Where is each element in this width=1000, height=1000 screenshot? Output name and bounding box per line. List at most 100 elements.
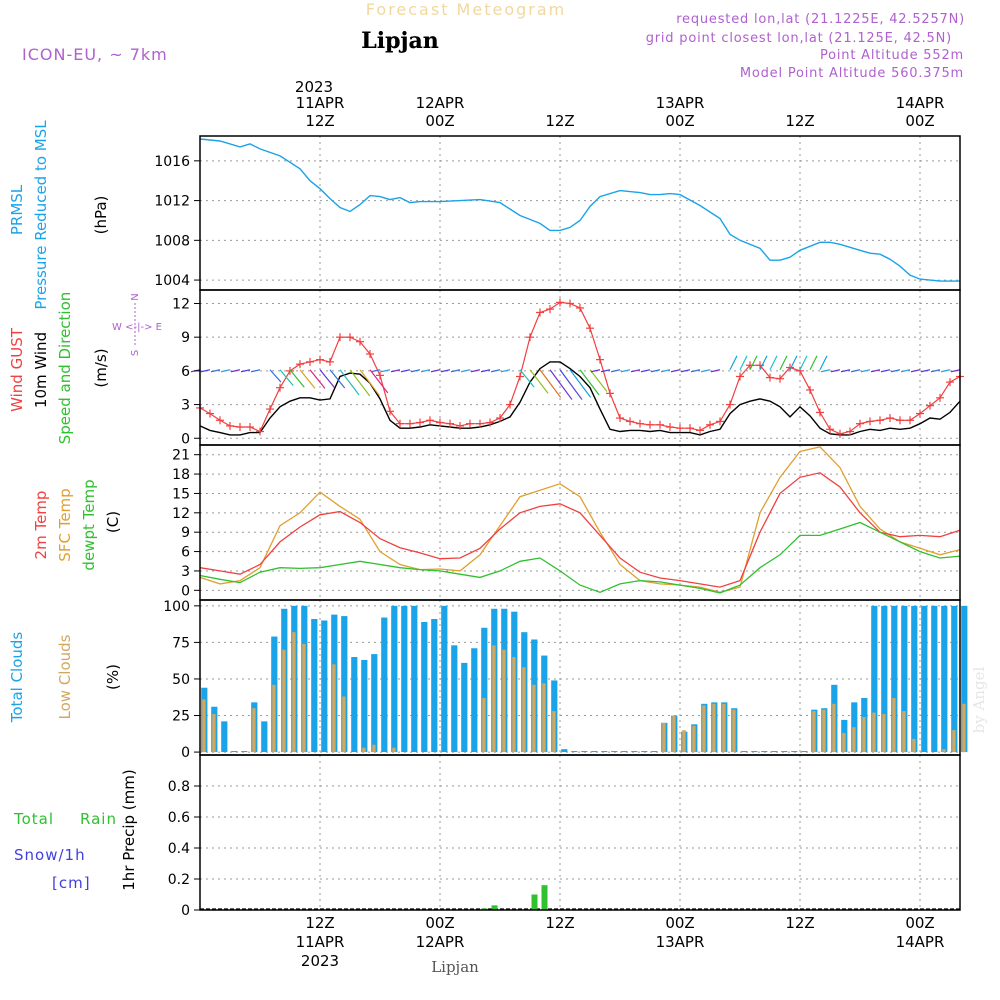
- wind-direction-arrow: [820, 369, 831, 373]
- wind-direction-arrow: [559, 369, 583, 400]
- wind-direction-arrow: [830, 369, 841, 373]
- clouds-y-tick-label: 0: [181, 745, 190, 761]
- total-cloud-bar: [241, 751, 248, 753]
- rain-bar: [481, 908, 488, 910]
- wind-direction-arrow: [349, 369, 371, 397]
- wind-direction-arrow: [680, 369, 691, 373]
- temperature-panel-frame: [199, 444, 961, 601]
- total-cloud-bar: [481, 627, 488, 753]
- total-cloud-bar: [381, 617, 388, 753]
- wind-direction-arrow: [359, 369, 381, 397]
- top-date-label: 13APR: [656, 94, 705, 112]
- total-cloud-bar: [771, 751, 778, 753]
- precip-y-tick-label: 0.8: [168, 779, 190, 795]
- wind-gust-label: Wind GUST: [8, 327, 26, 412]
- point-altitude: Point Altitude 552m: [820, 48, 964, 63]
- wind-direction-arrow: [410, 369, 421, 373]
- total-cloud-bar: [561, 749, 568, 753]
- total-cloud-bar: [871, 605, 878, 753]
- wind-direction-arrow: [370, 369, 381, 373]
- low-cloud-bar: [522, 667, 526, 753]
- wind-direction-arrow: [420, 369, 431, 373]
- low-cloud-bar: [532, 684, 536, 753]
- wind-direction-arrow: [210, 369, 221, 373]
- wind-direction-arrow: [200, 369, 211, 373]
- total-cloud-bar: [391, 605, 398, 753]
- wind-y-tick-label: 6: [181, 364, 190, 380]
- low-cloud-bar: [902, 711, 906, 753]
- wind-direction-arrow: [289, 369, 305, 388]
- top-date-label: 11APR: [296, 94, 345, 112]
- wind-direction-arrow: [430, 369, 441, 373]
- total-cloud-bar: [631, 751, 638, 753]
- wind-direction-arrow: [769, 355, 778, 371]
- pressure-y-tick-label: 1008: [154, 233, 190, 249]
- temperature-y-tick-label: 18: [172, 467, 190, 483]
- temperature-y-tick-label: 21: [172, 448, 190, 464]
- low-cloud-bar: [542, 683, 546, 753]
- temperature-y-tick-label: 0: [181, 583, 190, 599]
- total-cloud-bar: [611, 751, 618, 753]
- watermark: by Angel: [970, 666, 988, 733]
- wind-direction-arrow: [749, 355, 758, 371]
- plot-marks: [190, 138, 968, 910]
- total-cloud-bar: [231, 751, 238, 753]
- wind-direction-arrow: [890, 369, 901, 373]
- wind-direction-arrow: [759, 355, 768, 371]
- total-cloud-bar: [951, 605, 958, 753]
- temperature-y-tick-label: 3: [181, 564, 190, 580]
- wind-panel-frame: [199, 289, 961, 446]
- wind-direction-arrow: [490, 369, 501, 373]
- wind-y-tick-label: 0: [181, 431, 190, 447]
- wind-speed-line: [199, 361, 961, 436]
- wind-direction-arrow: [339, 369, 360, 396]
- wind-direction-arrow: [910, 369, 921, 373]
- wind-direction-arrow: [590, 369, 601, 373]
- precip-panel-frame: [199, 754, 961, 911]
- low-cloud-bar: [552, 711, 556, 753]
- low-cloud-bar: [952, 730, 956, 753]
- pressure-panel-frame: [199, 135, 961, 291]
- low-cloud-bar: [492, 645, 496, 753]
- pressure-line: [199, 138, 960, 282]
- grid-point-coords: grid point closest lon,lat (21.125E, 42.…: [646, 31, 952, 46]
- clouds-y-tick-label: 100: [163, 599, 190, 615]
- total-cloud-bar: [371, 654, 378, 753]
- wind-direction-arrow: [400, 369, 411, 373]
- precip-rain-label: Rain: [80, 810, 117, 828]
- t2m-label: 2m Temp: [32, 491, 50, 560]
- wind-direction-arrow: [779, 355, 788, 371]
- top-hour-label: 12Z: [545, 112, 574, 130]
- dewpt-line: [199, 521, 961, 594]
- sfc-temp-label: SFC Temp: [56, 488, 74, 561]
- total-cloud-bar: [881, 605, 888, 753]
- total-cloud-bar: [461, 662, 468, 753]
- total-cloud-bar: [591, 751, 598, 753]
- total-cloud-bar: [321, 620, 328, 753]
- low-cloud-bar: [942, 749, 946, 753]
- low-cloud-bar: [822, 709, 826, 753]
- clouds-y-tick-label: 50: [172, 672, 190, 688]
- low-cloud-bar: [292, 632, 296, 753]
- wind-direction-arrow: [220, 369, 231, 373]
- total-cloud-bar: [641, 751, 648, 753]
- compass-n: N: [130, 293, 141, 300]
- wind-y-tick-label: 12: [172, 296, 190, 312]
- pressure-reduced-label: Pressure Reduced to MSL: [32, 120, 50, 310]
- wind-direction-arrow: [880, 369, 891, 373]
- precip-snow-label: Snow/1h: [14, 846, 86, 864]
- total-cloud-bar: [221, 721, 228, 753]
- top-hour-label: 12Z: [305, 112, 334, 130]
- total-cloud-bar: [451, 645, 458, 753]
- top-date-label: 14APR: [896, 94, 945, 112]
- top-year-label: 2023: [295, 78, 333, 96]
- low-cloud-bar: [722, 703, 726, 753]
- wind-direction-arrow: [539, 369, 562, 398]
- requested-coords: requested lon,lat (21.1225E, 42.5257N): [676, 12, 965, 27]
- temperature-y-tick-label: 12: [172, 506, 190, 522]
- total-cloud-bar: [311, 619, 318, 753]
- bottom-date-label: 14APR: [896, 933, 945, 951]
- low-cloud-bar: [372, 744, 376, 753]
